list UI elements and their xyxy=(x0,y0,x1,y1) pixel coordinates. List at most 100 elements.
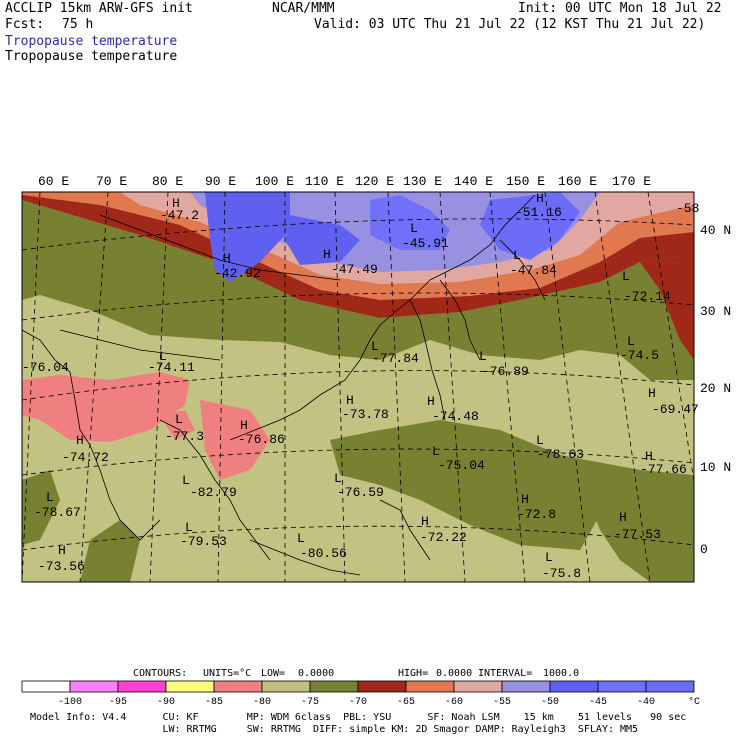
colorbar-tick-label: -60 xyxy=(445,697,463,708)
contour-value-label: -45.91 xyxy=(402,236,449,251)
colorbar-swatch xyxy=(453,680,503,693)
lon-label: 90 E xyxy=(205,174,236,189)
contour-value-label: -51.16 xyxy=(515,205,562,220)
high-marker: H xyxy=(240,418,248,433)
colorbar-tick-label: -65 xyxy=(397,697,415,708)
colorbar-swatch xyxy=(21,680,71,693)
lon-label: 140 E xyxy=(454,174,493,189)
colorbar-swatch xyxy=(309,680,359,693)
lon-label: 130 E xyxy=(403,174,442,189)
contour-value-label: -77.53 xyxy=(614,527,661,542)
lat-label: 20 N xyxy=(700,381,731,396)
lat-label: 10 N xyxy=(700,460,731,475)
high-marker: H xyxy=(521,492,529,507)
lon-label: 70 E xyxy=(96,174,127,189)
colorbar-tick-label: -50 xyxy=(541,697,559,708)
contours-interval-label: INTERVAL= xyxy=(478,668,533,679)
high-marker: H xyxy=(172,196,180,211)
lon-label: 160 E xyxy=(558,174,597,189)
colorbar-swatch xyxy=(549,680,599,693)
contour-value-label: -75.8 xyxy=(542,566,581,581)
contours-label: CONTOURS: xyxy=(133,668,188,679)
colorbar-swatch xyxy=(357,680,407,693)
contour-value-label: -73.78 xyxy=(342,407,389,422)
contour-value-label: -47.84 xyxy=(510,263,557,278)
lon-label: 80 E xyxy=(152,174,183,189)
contour-value-label: -76.04 xyxy=(22,360,69,375)
contour-value-label: -72.22 xyxy=(420,530,467,545)
contour-value-label: -72.14 xyxy=(624,289,671,304)
lon-label: 100 E xyxy=(255,174,294,189)
low-marker: L xyxy=(46,490,54,505)
footer-line-1: Model Info: V4.4 CU: KF MP: WDM 6class P… xyxy=(30,712,687,723)
low-marker: L xyxy=(159,349,167,364)
lat-label: 40 N xyxy=(700,223,731,238)
colorbar-tick-labels: -100 -95 -90 -85 -80 -75 -70 -65 -60 -55 -50 -45 -40… xyxy=(58,696,700,708)
colorbar-unit-label: °C xyxy=(688,696,700,708)
init-time: Init: 00 UTC Mon 18 Jul 22 xyxy=(518,1,722,16)
field-title-2: Tropopause temperature xyxy=(5,49,178,64)
footer-line-2: LW: RRTMG SW: RRTMG DIFF: simple KM: 2D … xyxy=(30,724,639,735)
low-marker: L xyxy=(182,473,190,488)
contour-value-label: -76.89 xyxy=(482,364,529,379)
high-marker: H xyxy=(648,386,656,401)
colorbar-tick-label: -40 xyxy=(637,697,655,708)
contour-value-label: -77.3 xyxy=(165,429,204,444)
longitude-labels: 60 E 70 E 80 E 90 E 100 E 110 E 120 E 130 E 140 … xyxy=(38,174,651,189)
map-graticule xyxy=(22,192,694,582)
low-marker: L xyxy=(185,520,193,535)
contour-value-label: -79.53 xyxy=(180,534,227,549)
contour-value-label: -58 xyxy=(676,201,699,216)
contours-units: UNITS=°C xyxy=(203,668,252,679)
contour-value-label: -75.04 xyxy=(438,458,485,473)
colorbar xyxy=(21,680,695,693)
low-marker: L xyxy=(622,269,630,284)
contour-value-label: -74.72 xyxy=(62,450,109,465)
contours-high: 0.0000 xyxy=(436,668,473,679)
valid-time: Valid: 03 UTC Thu 21 Jul 22 (12 KST Thu … xyxy=(314,17,706,32)
colorbar-tick-label: -45 xyxy=(589,697,607,708)
lat-label: 0 xyxy=(700,542,708,557)
lat-label: 30 N xyxy=(700,304,731,319)
lon-label: 120 E xyxy=(355,174,394,189)
lon-label: 110 E xyxy=(305,174,344,189)
low-marker: L xyxy=(410,221,418,236)
colorbar-swatch xyxy=(597,680,647,693)
map-coastlines xyxy=(22,194,546,576)
field-title-1: Tropopause temperature xyxy=(5,34,178,49)
colorbar-tick-label: -85 xyxy=(205,697,223,708)
contour-value-label: -82.79 xyxy=(190,485,237,500)
contour-value-label: -42.92 xyxy=(214,266,261,281)
high-marker: H xyxy=(421,514,429,529)
high-marker: H xyxy=(536,191,544,206)
colorbar-tick-label: -95 xyxy=(109,697,127,708)
contour-value-label: -47.49 xyxy=(331,262,378,277)
contours-interval: 1000.0 xyxy=(543,668,580,679)
colorbar-tick-label: -55 xyxy=(493,697,511,708)
low-marker: L xyxy=(536,433,544,448)
lon-label: 150 E xyxy=(506,174,545,189)
fcst-label: Fcst: xyxy=(5,17,45,32)
contour-value-label: -80.56 xyxy=(300,546,347,561)
colorbar-tick-label: -90 xyxy=(157,697,175,708)
colorbar-swatch xyxy=(501,680,551,693)
low-marker: L xyxy=(479,349,487,364)
high-marker: H xyxy=(323,247,331,262)
contour-value-label: -69.47 xyxy=(652,402,699,417)
map-border xyxy=(21,191,695,583)
contours-high-label: HIGH= xyxy=(398,668,429,679)
colorbar-swatch xyxy=(405,680,455,693)
contour-value-labels: -47.2 -42.92 -47.49 -45.91 -51.16 -47.84 -58 -7… xyxy=(22,201,699,581)
colorbar-tick-label: -100 xyxy=(58,697,82,708)
contour-value-label: -76.59 xyxy=(337,485,384,500)
low-marker: L xyxy=(513,248,521,263)
center-title: NCAR/MMM xyxy=(272,1,335,16)
colorbar-swatch xyxy=(165,680,215,693)
contour-value-label: -76.86 xyxy=(238,432,285,447)
colorbar-swatch xyxy=(645,680,695,693)
colorbar-tick-label: -75 xyxy=(301,697,319,708)
contour-value-label: -78.63 xyxy=(537,447,584,462)
low-marker: L xyxy=(371,339,379,354)
model-title: ACCLIP 15km ARW-GFS init xyxy=(5,1,193,16)
